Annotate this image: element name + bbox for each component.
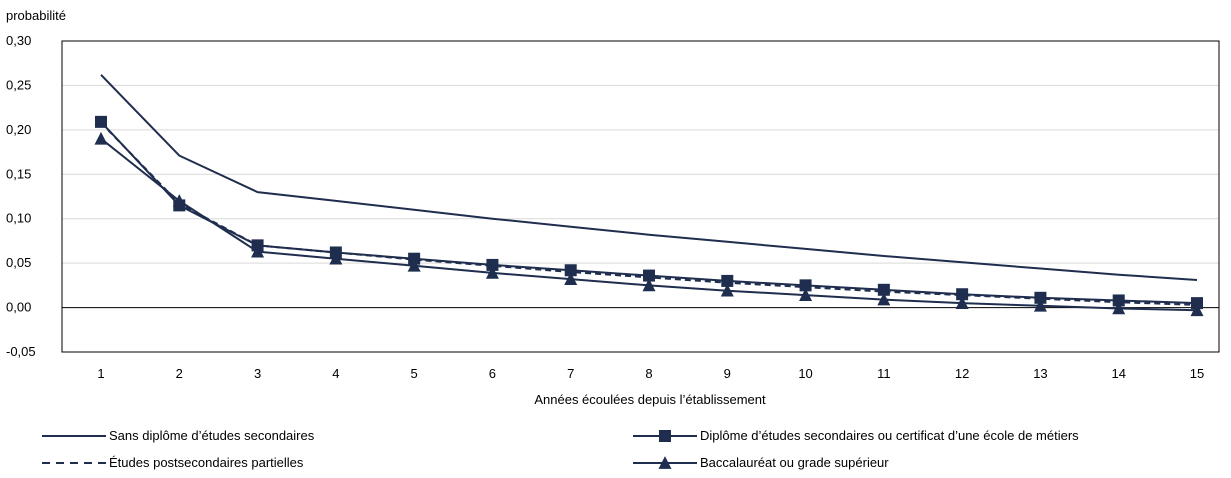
square-marker (956, 288, 969, 301)
gridlines (62, 84, 1219, 264)
x-axis-label: Années écoulées depuis l’établissement (534, 392, 766, 407)
square-marker (408, 252, 421, 265)
triangle-marker (1190, 303, 1204, 317)
square-marker (1191, 297, 1203, 310)
square-marker (1112, 294, 1125, 307)
series-1 (100, 74, 1198, 281)
triangle-marker (485, 266, 499, 279)
x-tick-label: 14 (1111, 366, 1125, 381)
x-tick-label: 1 (97, 366, 104, 381)
x-tick-label: 15 (1190, 366, 1204, 381)
y-tick-label: 0,05 (6, 255, 31, 270)
series-4 (94, 131, 1204, 317)
triangle-marker (407, 258, 421, 272)
y-tick-label: 0,25 (6, 77, 31, 92)
square-marker (486, 258, 499, 271)
legend-label: Baccalauréat ou grade supérieur (700, 455, 889, 470)
legend-item: Études postsecondaires partielles (42, 455, 304, 470)
series-line (100, 122, 1198, 306)
legend-item: Baccalauréat ou grade supérieur (633, 455, 889, 470)
x-tick-label: 5 (411, 366, 418, 381)
legend-label: Diplôme d’études secondaires ou certific… (700, 428, 1079, 443)
triangle-marker (658, 456, 672, 469)
plot-frame (61, 40, 1220, 353)
x-tick-label: 12 (955, 366, 969, 381)
legend: Sans diplôme d’études secondaires Diplôme… (42, 428, 1079, 470)
triangle-marker (251, 244, 265, 258)
square-marker (643, 269, 655, 282)
x-tick-label: 3 (254, 366, 261, 381)
x-tick-label: 11 (877, 366, 891, 381)
y-tick-labels: -0,05 0,00 0,05 0,10 0,15 0,20 0,25 0,30 (6, 33, 36, 359)
legend-label: Sans diplôme d’études secondaires (109, 428, 315, 443)
x-tick-label: 6 (489, 366, 496, 381)
triangle-marker (642, 278, 656, 292)
x-tick-label: 4 (332, 366, 339, 381)
x-tick-labels: 1 2 3 4 5 6 7 8 9 10 11 12 13 14 15 (97, 366, 1204, 381)
legend-item: Diplôme d’études secondaires ou certific… (633, 428, 1079, 443)
series-line (100, 74, 1198, 281)
triangle-marker (720, 283, 734, 297)
square-marker (1034, 291, 1047, 304)
square-marker (877, 283, 890, 296)
x-tick-label: 9 (724, 366, 731, 381)
triangle-marker (1112, 301, 1126, 315)
series-3 (100, 122, 1198, 306)
x-tick-label: 8 (645, 366, 652, 381)
y-tick-label: -0,05 (6, 344, 36, 359)
y-tick-label: 0,20 (6, 122, 31, 137)
square-marker (799, 279, 812, 292)
triangle-marker (564, 272, 578, 285)
x-tick-label: 2 (176, 366, 183, 381)
y-tick-label: 0,30 (6, 33, 31, 48)
square-marker (721, 274, 734, 287)
triangle-marker (955, 296, 969, 309)
x-tick-label: 10 (798, 366, 812, 381)
square-marker (659, 430, 671, 442)
triangle-marker (172, 194, 186, 207)
triangle-marker (94, 131, 108, 145)
triangle-marker (329, 251, 343, 265)
triangle-marker (877, 292, 891, 306)
triangle-marker (1033, 298, 1047, 312)
y-tick-label: 0,10 (6, 211, 31, 226)
square-marker (564, 264, 577, 277)
x-tick-label: 7 (567, 366, 574, 381)
legend-item: Sans diplôme d’études secondaires (42, 428, 315, 443)
series-lines (94, 74, 1204, 317)
x-tick-label: 13 (1033, 366, 1047, 381)
y-axis-label: probabilité (6, 8, 66, 23)
y-tick-label: 0,00 (6, 300, 31, 315)
y-tick-label: 0,15 (6, 166, 31, 181)
triangle-marker (799, 288, 813, 301)
legend-label: Études postsecondaires partielles (109, 455, 304, 470)
series-2 (95, 115, 1203, 310)
